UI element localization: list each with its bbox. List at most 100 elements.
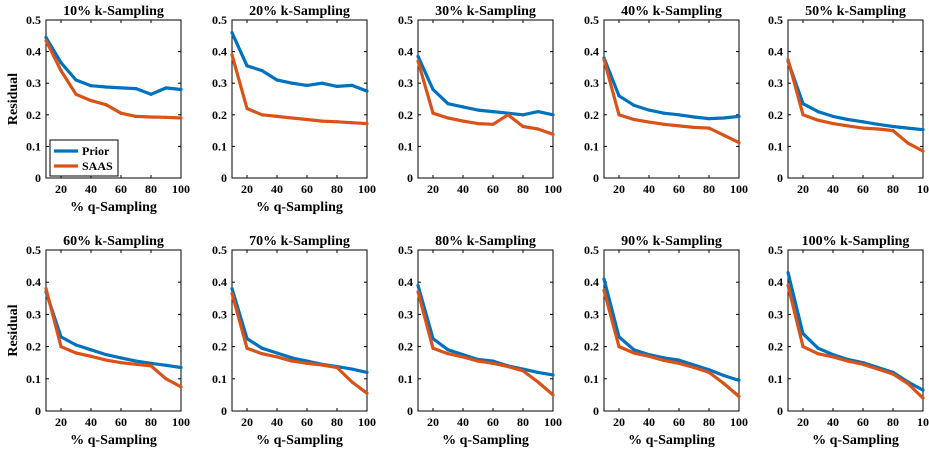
saas-data-point: [906, 382, 910, 386]
saas-data-point: [260, 352, 264, 356]
x-tick-label: 60: [301, 415, 313, 429]
prior-data-point: [677, 358, 681, 362]
prior-data-point: [149, 92, 153, 96]
saas-data-point: [707, 370, 711, 374]
y-tick-label: 0.1: [26, 139, 41, 153]
x-tick-label: 80: [331, 415, 343, 429]
panel-title: 80% k-Sampling: [435, 234, 536, 249]
saas-data-point: [134, 362, 138, 366]
saas-series-line: [416, 291, 555, 397]
x-axis-label: % q-Sampling: [70, 200, 157, 215]
saas-data-point: [521, 124, 525, 129]
x-tick-label: 100: [544, 182, 562, 196]
y-tick-label: 0.5: [212, 243, 227, 257]
saas-data-point: [891, 129, 895, 133]
x-tick-label: 80: [887, 415, 899, 429]
prior-data-point: [677, 113, 681, 117]
panel-title: 30% k-Sampling: [435, 4, 536, 19]
y-tick-label: 0.3: [584, 307, 599, 321]
saas-data-point: [551, 393, 555, 397]
saas-data-point: [921, 149, 925, 153]
y-axis-label: Residual: [6, 304, 21, 356]
y-tick-label: 0.2: [584, 340, 599, 354]
saas-data-point: [891, 372, 895, 376]
saas-series-line: [602, 59, 740, 145]
x-axis-label: % q-Sampling: [812, 433, 899, 448]
y-tick-label: 0.5: [768, 243, 783, 257]
y-tick-label: 0.1: [768, 372, 783, 386]
y-tick-label: 0.1: [584, 372, 599, 386]
x-tick-label: 80: [145, 182, 157, 196]
saas-data-point: [104, 103, 108, 107]
x-tick-label: 60: [115, 182, 127, 196]
x-tick-label: 20: [241, 182, 253, 196]
saas-data-point: [44, 38, 48, 43]
prior-data-point: [861, 120, 865, 124]
y-tick-label: 0: [777, 171, 783, 185]
prior-series-line: [416, 284, 554, 377]
prior-data-point: [632, 103, 636, 107]
saas-series-line: [602, 289, 741, 398]
prior-data-point: [876, 122, 880, 126]
saas-data-point: [677, 361, 681, 365]
y-tick-label: 0.4: [212, 45, 227, 59]
y-tick-label: 0.2: [584, 108, 599, 122]
panel-title: 50% k-Sampling: [805, 4, 906, 19]
y-tick-label: 0.3: [768, 307, 783, 321]
x-tick-label: 20: [55, 182, 67, 196]
saas-data-point: [290, 359, 294, 363]
x-tick-label: 20: [55, 415, 67, 429]
prior-data-point: [521, 113, 525, 117]
saas-data-point: [786, 57, 790, 62]
saas-data-point: [416, 59, 420, 63]
prior-data-point: [801, 332, 805, 336]
saas-data-point: [662, 122, 666, 126]
prior-data-point: [320, 81, 324, 85]
saas-series-line: [230, 293, 368, 395]
saas-data-point: [230, 291, 234, 296]
x-tick-label: 40: [457, 415, 469, 429]
prior-data-point: [44, 35, 48, 39]
x-tick-label: 20: [797, 415, 809, 429]
saas-data-point: [245, 106, 249, 111]
saas-data-point: [305, 117, 309, 122]
saas-data-point: [846, 359, 850, 363]
axes-box: [231, 249, 368, 412]
x-tick-label: 80: [145, 415, 157, 429]
prior-data-point: [179, 87, 183, 92]
prior-data-point: [104, 353, 108, 357]
y-tick-label: 0.3: [398, 307, 413, 321]
prior-data-point: [707, 116, 711, 121]
x-tick-label: 40: [457, 182, 469, 196]
saas-data-point: [275, 355, 279, 359]
saas-series-line: [786, 285, 925, 400]
saas-data-point: [692, 125, 696, 130]
saas-data-point: [476, 359, 480, 363]
prior-data-point: [536, 370, 540, 374]
saas-data-point: [74, 351, 78, 355]
x-tick-label: 100: [358, 182, 376, 196]
prior-data-point: [365, 370, 369, 374]
saas-data-point: [290, 116, 294, 120]
y-tick-label: 0.5: [768, 13, 783, 27]
saas-data-point: [104, 358, 108, 362]
saas-data-point: [446, 352, 450, 356]
x-tick-label: 40: [271, 415, 283, 429]
saas-data-point: [521, 369, 525, 373]
saas-data-point: [431, 346, 435, 350]
saas-data-point: [230, 53, 234, 57]
axes-box: [231, 19, 368, 179]
panel-title: 70% k-Sampling: [249, 234, 350, 249]
saas-data-point: [416, 290, 420, 294]
y-tick-label: 0.2: [26, 108, 41, 122]
y-tick-label: 0.5: [212, 13, 227, 27]
saas-data-point: [134, 114, 138, 118]
x-tick-label: 40: [643, 415, 655, 429]
prior-data-point: [59, 61, 63, 65]
saas-data-point: [602, 288, 606, 292]
prior-data-point: [134, 86, 138, 91]
panel-10: 100% k-Sampling 0 0.1 0.2 0.3 0.4 0.5 20 40 60 80 1…: [768, 234, 929, 448]
saas-data-point: [831, 122, 835, 126]
y-tick-label: 0.3: [26, 307, 41, 321]
panel-title: 20% k-Sampling: [249, 4, 350, 19]
